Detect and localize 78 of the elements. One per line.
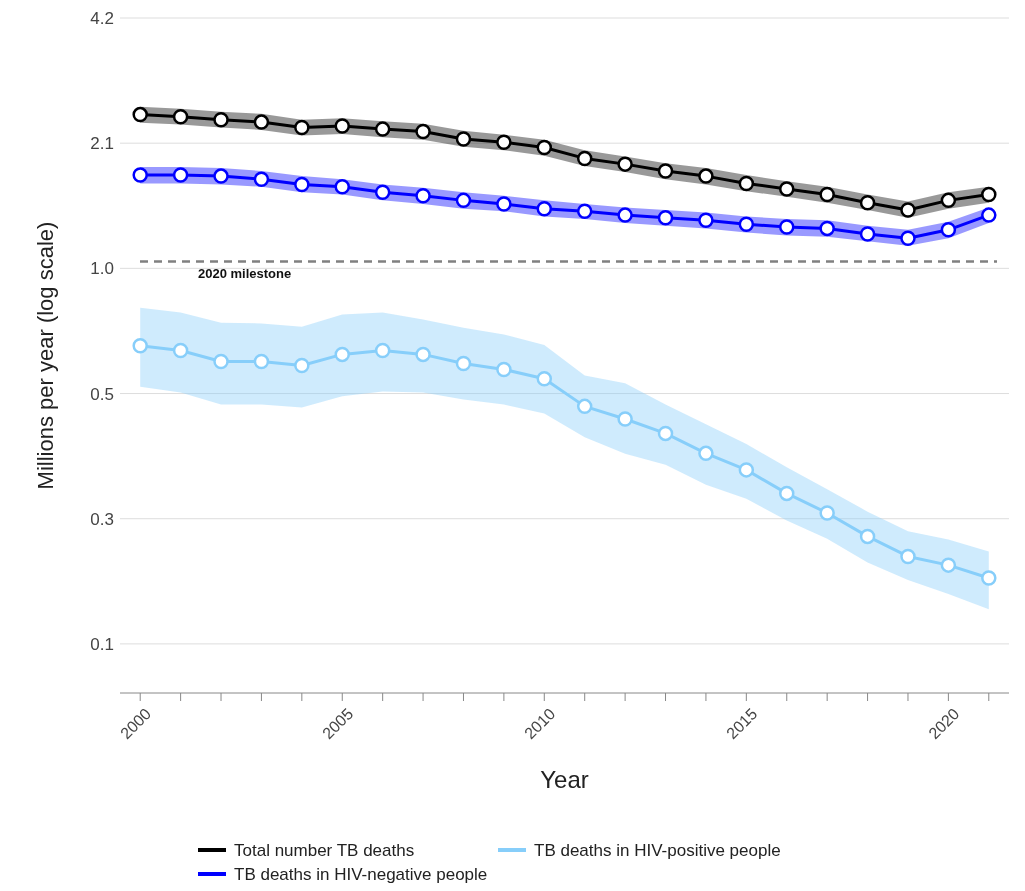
legend-label: Total number TB deaths bbox=[234, 841, 415, 860]
point bbox=[374, 121, 391, 137]
point bbox=[981, 570, 997, 586]
point bbox=[859, 194, 876, 211]
point bbox=[374, 342, 391, 359]
point bbox=[859, 528, 876, 545]
point bbox=[132, 338, 148, 354]
point bbox=[576, 203, 593, 220]
point bbox=[981, 207, 997, 223]
y-tick-label: 4.2 bbox=[90, 9, 114, 28]
point bbox=[779, 485, 795, 502]
point bbox=[294, 176, 310, 193]
point bbox=[496, 361, 512, 378]
point bbox=[617, 156, 633, 172]
legend-label: TB deaths in HIV-negative people bbox=[234, 865, 488, 884]
point bbox=[496, 196, 512, 212]
point bbox=[213, 353, 229, 370]
point bbox=[172, 167, 189, 183]
point bbox=[334, 178, 350, 195]
point bbox=[940, 192, 957, 209]
point bbox=[657, 425, 674, 442]
y-tick-label: 0.1 bbox=[90, 634, 114, 654]
point bbox=[900, 548, 916, 565]
point bbox=[294, 357, 310, 374]
point bbox=[496, 134, 512, 151]
point bbox=[859, 226, 876, 242]
point bbox=[536, 201, 553, 217]
point bbox=[415, 187, 431, 204]
point bbox=[576, 398, 593, 415]
point bbox=[536, 139, 553, 156]
point bbox=[132, 106, 148, 123]
point bbox=[698, 212, 714, 229]
point bbox=[940, 557, 957, 573]
point bbox=[698, 168, 714, 184]
y-tick-label: 1.0 bbox=[90, 259, 114, 279]
point bbox=[294, 119, 310, 136]
point bbox=[657, 163, 674, 179]
point bbox=[617, 411, 633, 427]
ref-line-label: 2020 milestone bbox=[198, 265, 292, 281]
point bbox=[900, 202, 916, 218]
y-tick-label: 2.1 bbox=[90, 134, 114, 154]
point bbox=[334, 118, 350, 134]
point bbox=[415, 123, 431, 140]
point bbox=[455, 192, 472, 209]
point bbox=[253, 171, 270, 187]
x-axis-title: Year bbox=[540, 766, 589, 793]
point bbox=[374, 184, 391, 201]
point bbox=[172, 342, 189, 359]
point bbox=[940, 222, 957, 238]
point bbox=[455, 131, 472, 147]
point bbox=[779, 219, 795, 235]
point bbox=[738, 462, 755, 478]
point bbox=[738, 175, 755, 192]
point bbox=[779, 181, 795, 197]
y-tick-label: 0.5 bbox=[90, 384, 114, 404]
y-tick-label: 0.3 bbox=[90, 509, 114, 529]
point bbox=[334, 346, 350, 363]
point bbox=[253, 114, 270, 130]
point bbox=[738, 216, 755, 233]
point bbox=[132, 167, 148, 183]
point bbox=[657, 209, 674, 226]
y-axis-title: Millions per year (log scale) bbox=[33, 221, 58, 490]
point bbox=[253, 353, 270, 370]
legend-label: TB deaths in HIV-positive people bbox=[534, 841, 781, 860]
point bbox=[617, 207, 633, 223]
point bbox=[536, 370, 553, 387]
point bbox=[415, 346, 431, 363]
point bbox=[819, 220, 835, 237]
point bbox=[576, 150, 593, 167]
point bbox=[213, 112, 229, 128]
point bbox=[981, 186, 997, 203]
point bbox=[819, 186, 835, 203]
point bbox=[455, 355, 472, 372]
point bbox=[172, 109, 189, 125]
point bbox=[213, 168, 229, 184]
point bbox=[819, 505, 835, 521]
point bbox=[900, 230, 916, 247]
point bbox=[698, 445, 714, 462]
